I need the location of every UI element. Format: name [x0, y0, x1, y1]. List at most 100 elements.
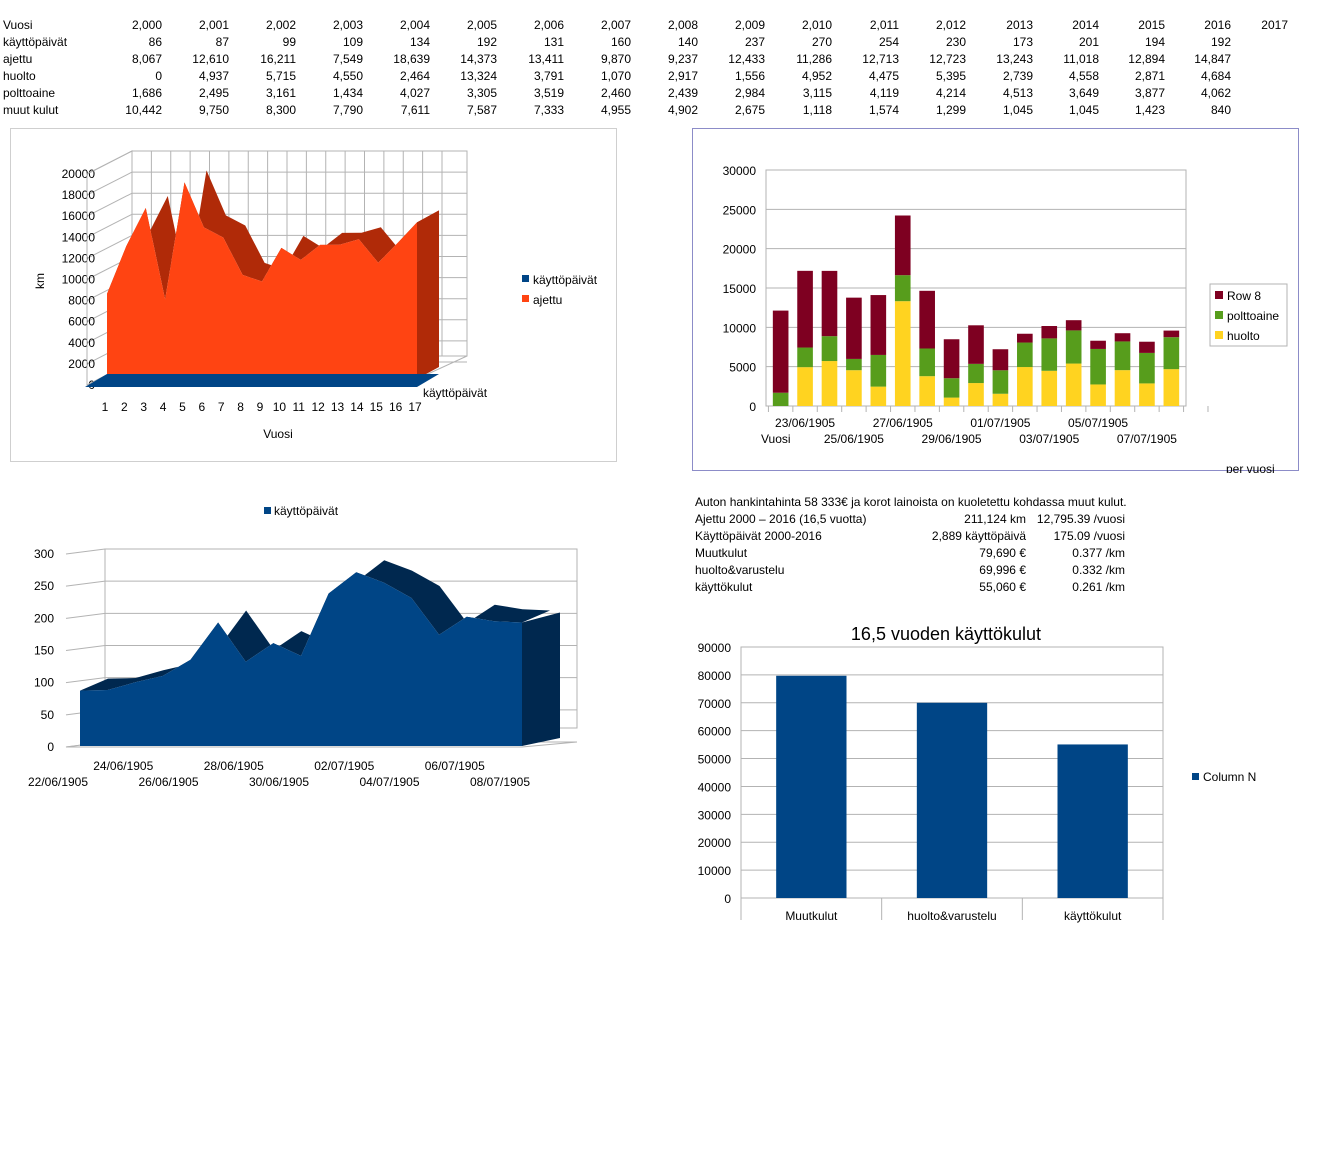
x-tick-label: 29/06/1905 — [922, 432, 982, 446]
table-cell — [1231, 85, 1288, 102]
chart-km-area[interactable]: 0200040006000800010000120001400016000180… — [10, 128, 617, 462]
y-tick-label: 40000 — [698, 780, 732, 794]
bar-column-n — [776, 675, 847, 898]
table-row: käyttöpäivät 86 87 99 109 134 192 131 160 140 237 2… — [0, 34, 1288, 51]
table-cell: 2,012 — [935, 18, 966, 32]
table-cell: 4,119 — [869, 86, 899, 100]
table-cell: 87 — [215, 35, 229, 49]
table-cell: 2017 — [1261, 18, 1288, 32]
bar-row-8 — [1114, 333, 1131, 342]
legend-label: huolto — [1227, 329, 1260, 343]
table-cell: 18,639 — [393, 52, 430, 66]
x-tick-label: 23/06/1905 — [775, 416, 835, 430]
legend-label: ajettu — [533, 293, 562, 307]
bar-row-8 — [894, 215, 911, 276]
chart-total-costs[interactable]: 16,5 vuoden käyttökulut 0 10000 20000 30000 4… — [680, 620, 1280, 930]
partial-text: per vuosi — [1226, 462, 1275, 473]
table-cell: 3,649 — [1068, 86, 1099, 100]
gridline — [65, 548, 106, 555]
table-cell: 230 — [945, 35, 966, 49]
table-row: Vuosi 2,000 2,001 2,002 2,003 2,004 2,005 2,006… — [0, 17, 1288, 34]
table-cell: 2016 — [1204, 18, 1231, 32]
chart-days-area[interactable]: 0 50 100 150 200 250 300 24/06/1905 28/06/1905 02… — [10, 496, 610, 796]
legend-label: polttoaine — [1227, 309, 1279, 323]
table-cell: 2,010 — [801, 18, 832, 32]
table-cell: 9,237 — [667, 52, 698, 66]
table-cell: 11,286 — [796, 52, 832, 66]
notes-cell-b: 69,996 € — [979, 563, 1026, 577]
chart-costs-stacked[interactable]: 0 5000 10000 15000 20000 25000 30000 23/06/1905… — [692, 128, 1299, 471]
y-tick-label: 20000 — [698, 836, 732, 850]
table-cell: 2,002 — [265, 18, 296, 32]
table-cell: 134 — [409, 35, 430, 49]
table-cell: 1,423 — [1134, 103, 1165, 117]
area-kayttopaivat — [80, 572, 522, 746]
table-cell: 2014 — [1072, 18, 1099, 32]
y-tick-label: 12000 — [62, 251, 96, 265]
table-cell: 4,684 — [1200, 69, 1231, 83]
table-cell: 4,550 — [332, 69, 363, 83]
x-tick-label: 1 — [102, 400, 109, 414]
bar-row-8 — [846, 297, 862, 359]
table-cell: 2,739 — [1002, 69, 1033, 83]
y-axis-title: km — [33, 273, 47, 289]
y-tick-label: 10000 — [62, 273, 96, 287]
table-cell: 4,513 — [1002, 86, 1033, 100]
bar-polttoaine — [1017, 342, 1033, 368]
notes-cell-b: 55,060 € — [979, 580, 1026, 594]
table-cell: 9,870 — [600, 52, 631, 66]
table-cell: 12,433 — [728, 52, 765, 66]
y-tick-label: 150 — [34, 644, 54, 658]
notes-cell-c: 0.377 /km — [1072, 546, 1125, 560]
table-cell: 3,161 — [265, 86, 296, 100]
bar-polttoaine — [1041, 338, 1058, 371]
y-tick-label: 50 — [41, 708, 55, 722]
table-cell: 140 — [677, 35, 698, 49]
table-cell: 2,004 — [399, 18, 430, 32]
bar-row-8 — [1139, 341, 1155, 353]
table-cell: 2,984 — [734, 86, 765, 100]
table-cell: 4,027 — [399, 86, 430, 100]
chart-costs-svg: 0 5000 10000 15000 20000 25000 30000 23/06/1905… — [723, 164, 1288, 446]
depth-axis-label: käyttöpäivät — [423, 386, 488, 400]
x-tick-label: 15 — [370, 400, 384, 414]
gridline — [86, 234, 133, 259]
y-tick-label: 30000 — [723, 164, 757, 178]
table-cell: 2,675 — [734, 103, 765, 117]
legend-swatch — [264, 507, 271, 514]
table-cell: 2,008 — [667, 18, 698, 32]
table-cell: 1,070 — [600, 69, 631, 83]
legend-label: Row 8 — [1227, 289, 1261, 303]
table-cell: 3,305 — [466, 86, 497, 100]
table-cell: 12,713 — [862, 52, 899, 66]
x-tick-label: 05/07/1905 — [1068, 416, 1128, 430]
notes-cell-b: 211,124 km — [964, 512, 1026, 526]
bar-row-8 — [943, 339, 960, 379]
bar-huolto — [870, 386, 887, 406]
row-label: polttoaine — [3, 86, 56, 100]
table-cell: 2,439 — [667, 86, 698, 100]
table-cell: 12,610 — [192, 52, 229, 66]
table-cell: 86 — [148, 35, 162, 49]
table-cell: 2013 — [1006, 18, 1033, 32]
x-tick-label: 04/07/1905 — [359, 775, 419, 789]
area-ajettu-side — [417, 210, 439, 379]
table-cell: 14,847 — [1194, 52, 1231, 66]
table-cell — [1231, 102, 1288, 119]
bar-huolto — [846, 370, 862, 406]
table-cell: 16,211 — [260, 52, 296, 66]
table-cell: 2,003 — [332, 18, 363, 32]
table-cell: 14,373 — [460, 52, 497, 66]
bar-row-8 — [821, 270, 838, 337]
table-cell: 4,937 — [198, 69, 229, 83]
notes-cell-a: käyttökulut — [695, 580, 753, 594]
legend-swatch — [1215, 311, 1223, 319]
bar-polttoaine — [1163, 337, 1180, 370]
table-cell: 8,300 — [265, 103, 296, 117]
y-tick-label: 0 — [47, 740, 54, 754]
notes-line1: Auton hankintahinta 58 333€ ja korot lai… — [695, 495, 1127, 509]
table-cell: 0 — [155, 69, 162, 83]
x-tick-label: 07/07/1905 — [1117, 432, 1177, 446]
table-cell: 3,115 — [802, 86, 832, 100]
bar-huolto — [1139, 383, 1155, 406]
